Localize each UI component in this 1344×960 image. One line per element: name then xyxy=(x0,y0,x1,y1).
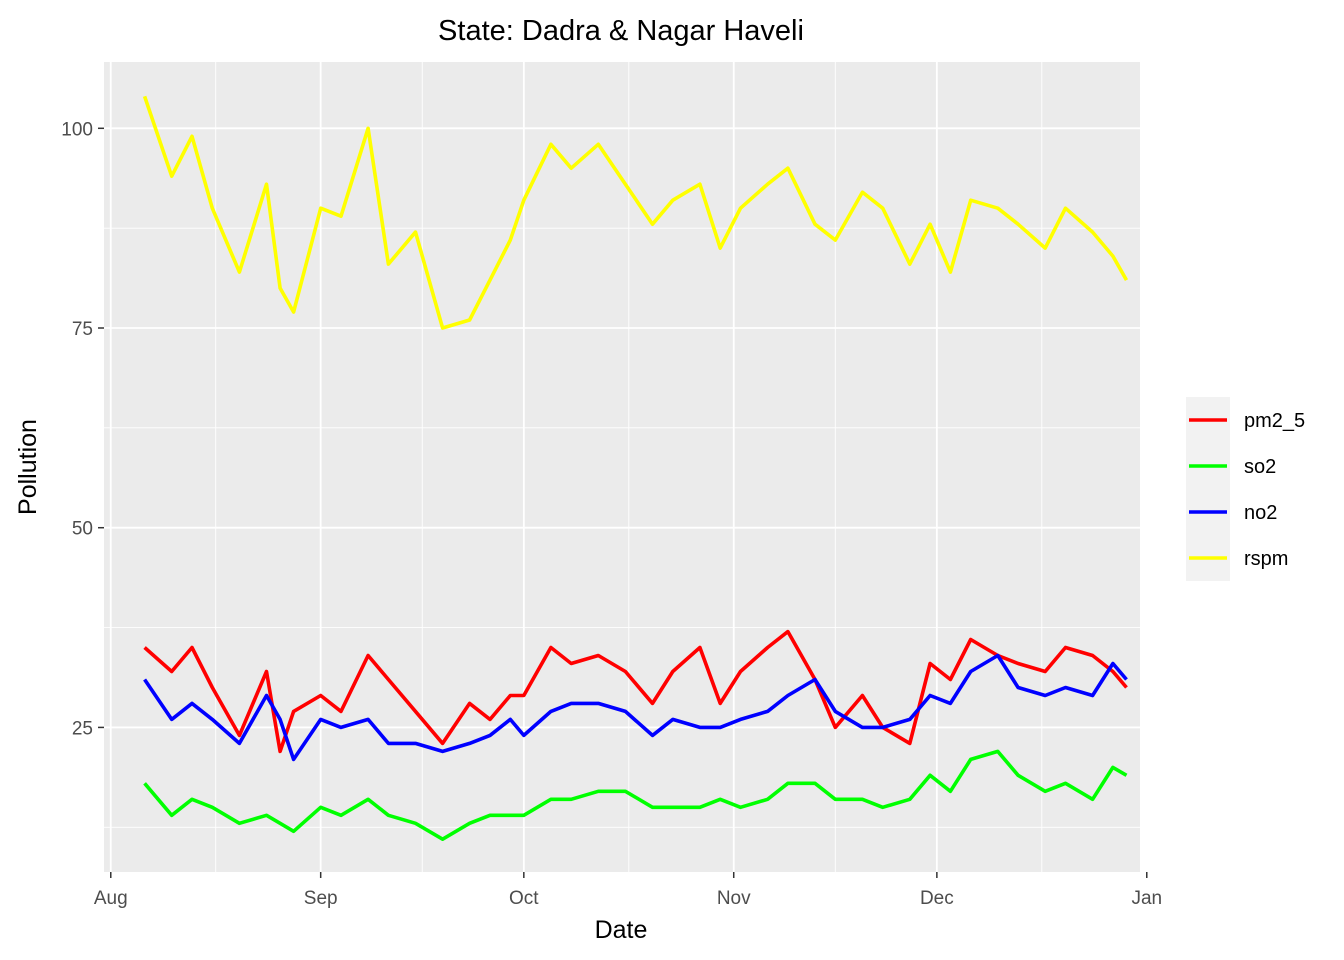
x-tick-label: Jan xyxy=(1131,888,1162,909)
y-tick-label: 100 xyxy=(61,119,93,140)
y-axis: 25 50 75 100 xyxy=(61,119,104,739)
x-tick-label: Nov xyxy=(717,888,751,909)
legend-label-so2: so2 xyxy=(1244,456,1276,478)
chart-title: State: Dadra & Nagar Haveli xyxy=(438,15,804,47)
x-tick-label: Sep xyxy=(304,888,338,909)
x-tick-label: Aug xyxy=(94,888,128,909)
plot-panel xyxy=(104,62,1140,872)
series-line-so2 xyxy=(143,749,1128,842)
grid-major xyxy=(104,62,1148,872)
legend-key-background xyxy=(1186,397,1230,581)
series-line-rspm xyxy=(142,95,1129,330)
x-tick-label: Oct xyxy=(509,888,539,909)
grid-minor xyxy=(104,62,1140,872)
y-tick-label: 75 xyxy=(72,319,93,340)
series-line-no2 xyxy=(143,653,1128,762)
legend: pm2_5 so2 no2 rspm xyxy=(1186,397,1305,581)
y-tick-label: 25 xyxy=(72,718,93,739)
y-axis-title: Pollution xyxy=(14,419,42,515)
legend-label-no2: no2 xyxy=(1244,502,1277,524)
legend-label-pm2-5: pm2_5 xyxy=(1244,410,1305,432)
x-tick-label: Dec xyxy=(920,888,954,909)
y-tick-label: 50 xyxy=(72,519,93,540)
series-line-pm2-5 xyxy=(143,629,1128,754)
series-layer xyxy=(142,95,1129,842)
legend-label-rspm: rspm xyxy=(1244,548,1288,570)
x-axis-title: Date xyxy=(595,916,648,944)
x-axis: Aug Sep Oct Nov Dec Jan xyxy=(94,872,1162,909)
